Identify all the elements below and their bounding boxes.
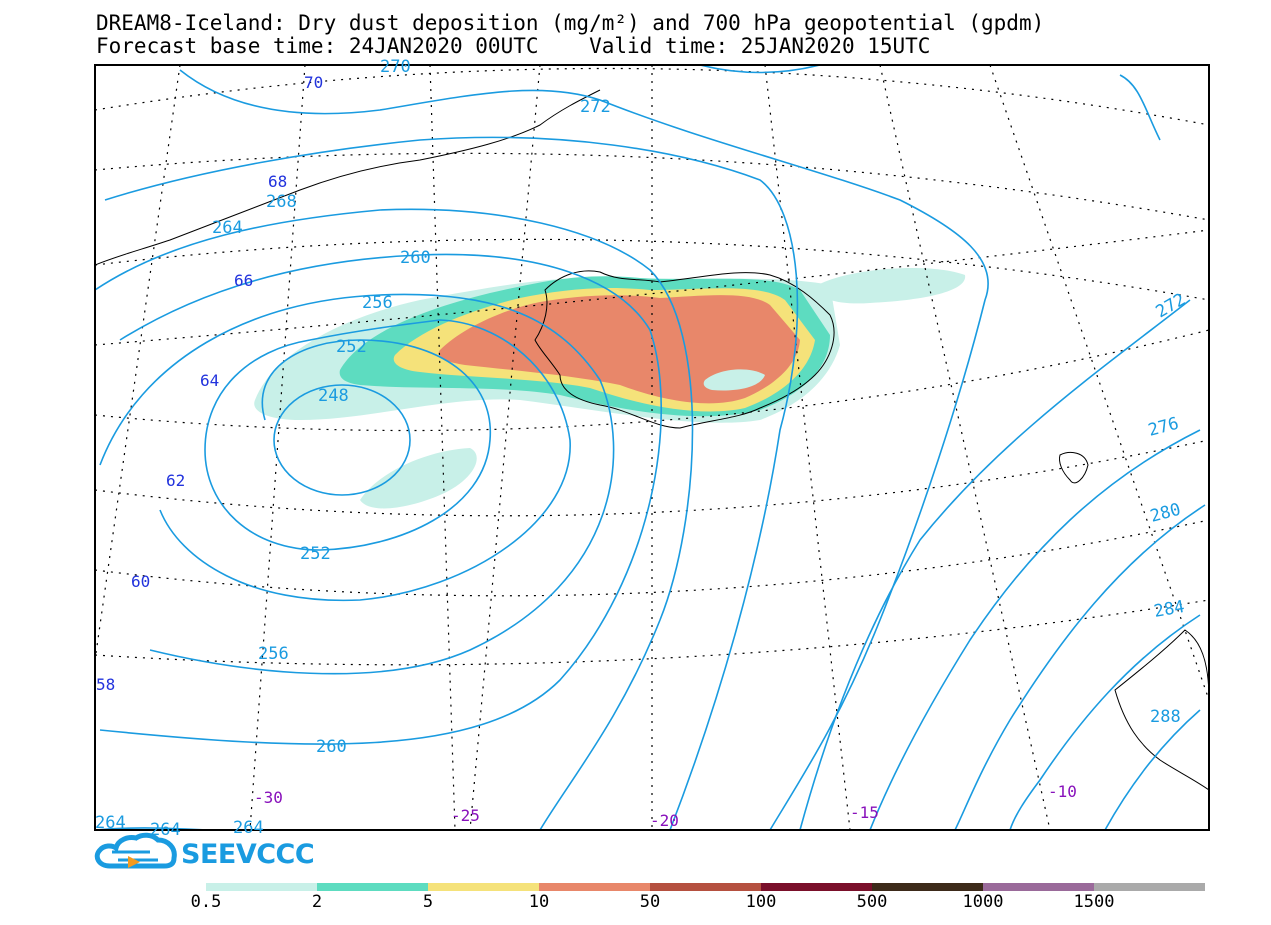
norway-coast (1114, 629, 1209, 791)
lat-label: 70 (304, 73, 323, 92)
lat-label: 62 (166, 471, 185, 490)
contour-label: 272 (580, 97, 611, 117)
colorbar-label: 10 (528, 892, 550, 912)
colorbar-swatch (1094, 883, 1205, 891)
colorbar-label: 500 (856, 892, 888, 912)
colorbar-swatch (983, 883, 1094, 891)
contour-label: 264 (212, 218, 243, 238)
colorbar-swatch (317, 883, 428, 891)
colorbar-label: 50 (639, 892, 661, 912)
colorbar-swatch (761, 883, 872, 891)
map-frame (94, 64, 1210, 831)
lon-label: -20 (650, 811, 679, 830)
logo-text: SEEVCCC (181, 839, 315, 870)
lon-label: -25 (451, 806, 480, 825)
contour-label: 252 (336, 337, 367, 357)
contour-label: 264 (233, 818, 264, 838)
dust-deposition-field (254, 267, 966, 509)
colorbar-label: 2 (311, 892, 323, 912)
contour-label: 270 (380, 57, 411, 77)
contour-label: 280 (1148, 500, 1183, 527)
colorbar-label: 0.5 (190, 892, 222, 912)
lat-label: 60 (131, 572, 150, 591)
colorbar-label: 5 (422, 892, 434, 912)
graticule (95, 65, 1209, 830)
lon-label: -10 (1048, 782, 1077, 801)
contour-label: 256 (258, 644, 289, 664)
colorbar-swatch (428, 883, 539, 891)
contour-label: 268 (266, 192, 297, 212)
colorbar-label: 1500 (1073, 892, 1115, 912)
colorbar (206, 883, 1205, 891)
colorbar-swatch (206, 883, 317, 891)
contour-label: 260 (316, 737, 347, 757)
colorbar-swatch (872, 883, 983, 891)
lon-label: -15 (850, 803, 879, 822)
map-subtitle: Forecast base time: 24JAN2020 00UTC Vali… (96, 34, 931, 58)
dust-hole (703, 369, 765, 391)
colorbar-label: 1000 (962, 892, 1004, 912)
dust-zone-10 (438, 295, 800, 404)
contour-label-group: 270 272 268 264 260 256 252 248 252 256 … (95, 57, 1189, 840)
greenland-coast (95, 89, 601, 266)
contour-label: 264 (150, 820, 181, 840)
contour-label: 288 (1150, 707, 1181, 727)
lat-label: 64 (200, 371, 219, 390)
faroe-coast (1059, 452, 1089, 484)
contour-label: 264 (95, 813, 126, 833)
contour-label: 248 (318, 386, 349, 406)
lat-label: 66 (234, 271, 253, 290)
geopotential-contours (95, 65, 1206, 830)
colorbar-swatch (539, 883, 650, 891)
contour-label: 272 (1153, 290, 1190, 323)
dust-zone-0.5-c (817, 267, 966, 304)
lat-label: 58 (96, 675, 115, 694)
lon-label: -30 (254, 788, 283, 807)
lat-label: 68 (268, 172, 287, 191)
contour-label: 276 (1146, 414, 1181, 441)
cloud-icon (94, 832, 177, 869)
colorbar-swatch (650, 883, 761, 891)
dust-zone-0.5-b (360, 448, 477, 509)
contour-label: 260 (400, 248, 431, 268)
contour-label: 256 (362, 293, 393, 313)
colorbar-label: 100 (745, 892, 777, 912)
contour-label: 252 (300, 544, 331, 564)
map-title: DREAM8-Iceland: Dry dust deposition (mg/… (96, 11, 1045, 35)
